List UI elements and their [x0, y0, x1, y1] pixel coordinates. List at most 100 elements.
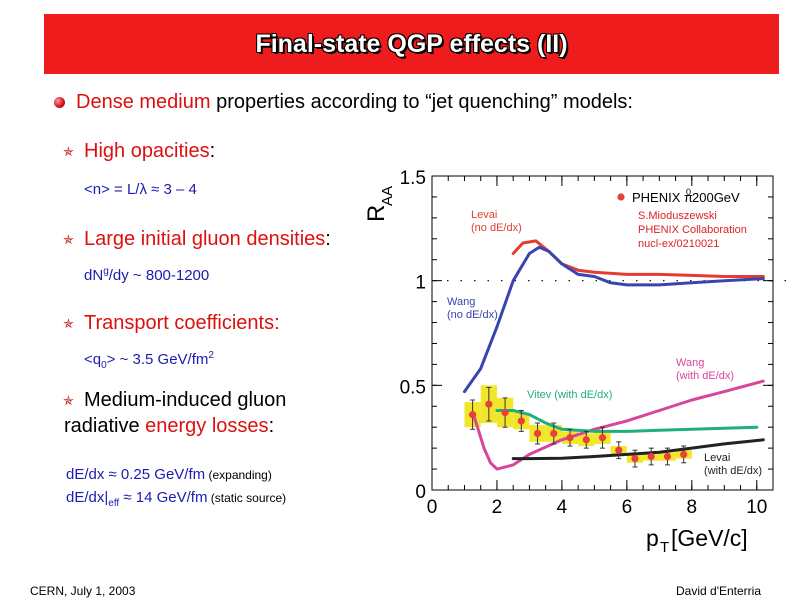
formula-dedx-expanding: dE/dx ≈ 0.25 GeV/fm (expanding) [66, 466, 272, 483]
x-tick-label: 8 [687, 497, 698, 518]
formula-dedx1: dE/dx ≈ 0.25 GeV/fm [66, 466, 206, 483]
x-axis-label: p [646, 525, 659, 551]
legend-label-sup: 0 [686, 187, 691, 197]
bullet-energy-loss-suffix: : [268, 415, 275, 437]
formula-q-sup: 2 [208, 350, 214, 361]
bullet-transport: Transport coefficients: [84, 312, 280, 335]
legend-marker [617, 193, 625, 201]
curve-label-levai_dedx: (with dE/dx) [704, 465, 762, 477]
footer-left: CERN, July 1, 2003 [30, 584, 136, 598]
formula-dndy-pre: dN [84, 267, 104, 284]
bullet-gluon-density-label: Large initial gluon densities [84, 228, 326, 250]
formula-dndy-post: /dy ~ 800-1200 [108, 267, 210, 284]
curve-vitev_dedx [495, 409, 759, 433]
formula-opacity: <n> = L/λ ≈ 3 – 4 [84, 181, 197, 198]
data-point [533, 429, 542, 438]
slide-title: Final-state QGP effects (II) [255, 29, 568, 58]
legend-credit: S.Mioduszewski [638, 210, 717, 222]
formula-q-pre: <q [84, 351, 102, 368]
x-tick-label: 0 [427, 497, 438, 518]
data-point [550, 429, 558, 438]
data-points [468, 386, 688, 468]
star-bullet-icon: ✯ [63, 144, 74, 159]
curve-levai_dedx [511, 438, 765, 461]
y-tick-label: 1.5 [400, 168, 426, 189]
title-bar: Final-state QGP effects (II) [44, 14, 779, 74]
data-point [663, 452, 672, 461]
bullet-opacity-suffix: : [209, 140, 216, 162]
formula-dedx2-note: (static source) [207, 491, 287, 505]
formula-dedx1-note: (expanding) [205, 468, 272, 482]
data-point [647, 452, 655, 461]
y-tick-label: 0 [415, 482, 426, 503]
x-tick-label: 4 [557, 497, 568, 518]
footer-right: David d'Enterria [676, 584, 761, 598]
curve-wang_dedx [472, 379, 765, 471]
data-point [598, 434, 607, 442]
star-bullet-icon: ✯ [63, 232, 74, 247]
bullet-energy-loss-text: Medium-induced gluon [84, 389, 287, 411]
x-tick-label: 6 [622, 497, 633, 518]
data-point [582, 436, 590, 444]
formula-dedx2-sub: eff [108, 498, 120, 509]
bullet-energy-loss-highlight: energy losses [145, 415, 269, 437]
x-axis-label-unit: [GeV/c] [671, 525, 748, 551]
intro-highlight: Dense medium [76, 91, 211, 113]
legend-label-post: 200GeV [692, 190, 740, 205]
data-point [501, 408, 509, 417]
star-bullet-icon: ✯ [63, 393, 74, 408]
intro-line: Dense medium properties according to “je… [76, 91, 633, 114]
legend-label: PHENIX π [632, 190, 693, 205]
curve-label-wang_dedx: (with dE/dx) [676, 370, 734, 382]
formula-q0: <q0> ~ 3.5 GeV/fm2 [84, 350, 214, 371]
bullet-opacity: High opacities: [84, 140, 215, 163]
formula-q-post: > ~ 3.5 GeV/fm [106, 351, 209, 368]
curve-label-levai_dedx: Levai [704, 452, 730, 464]
formula-dndy: dNg/dy ~ 800-1200 [84, 266, 209, 284]
x-tick-label: 10 [746, 497, 767, 518]
curve-label-wang_nodedx: (no dE/dx) [447, 309, 498, 321]
formula-dndy-sup: g [103, 266, 109, 277]
curve-label-levai_nodedx: (no dE/dx) [471, 222, 522, 234]
curve-label-wang_nodedx: Wang [447, 296, 475, 308]
bullet-transport-label: Transport coefficients: [84, 312, 280, 334]
data-point [615, 446, 623, 454]
formula-opacity-lambda: λ [139, 181, 147, 198]
formula-opacity-pre: <n> = L/ [84, 181, 140, 198]
intro-text: properties according to “jet quenching” … [210, 91, 633, 113]
curve-levai_nodedx [511, 239, 765, 278]
formula-dedx2-post: ≈ 14 GeV/fm [119, 489, 208, 506]
bullet-opacity-label: High opacities [84, 140, 210, 162]
x-tick-label: 2 [492, 497, 503, 518]
formula-opacity-post: ≈ 3 – 4 [146, 181, 197, 198]
y-axis-label: R [363, 205, 390, 222]
bullet-gluon-density-suffix: : [325, 228, 331, 250]
plot-frame [431, 175, 774, 491]
data-point [485, 400, 493, 408]
data-point [631, 455, 639, 463]
data-point [468, 411, 477, 419]
formula-q-sub: 0 [101, 360, 107, 371]
chart-axes [431, 175, 796, 491]
data-point [566, 434, 574, 442]
curve-label-wang_dedx: Wang [676, 357, 704, 369]
y-tick-label: 1 [415, 273, 426, 294]
formula-dedx2-pre: dE/dx| [66, 489, 109, 506]
x-axis-label-sub: T [660, 539, 669, 556]
legend-credit: PHENIX Collaboration [638, 224, 747, 236]
curve-label-levai_nodedx: Levai [471, 209, 497, 221]
bullet-energy-loss-line1: Medium-induced gluon [84, 389, 286, 412]
data-point [517, 417, 525, 425]
curve-label-vitev_dedx: Vitev (with dE/dx) [527, 389, 612, 401]
bullet-energy-loss-prefix: radiative [64, 415, 146, 437]
model-curves [463, 239, 765, 471]
star-bullet-icon: ✯ [63, 316, 74, 331]
y-axis-label-sub: AA [379, 186, 396, 206]
formula-dedx-static: dE/dx|eff ≈ 14 GeV/fm (static source) [66, 489, 286, 509]
curve-wang_nodedx [463, 245, 765, 394]
data-point [680, 450, 688, 459]
bullet-energy-loss-line2: radiative energy losses: [64, 415, 274, 438]
legend-credit: nucl-ex/0210021 [638, 238, 719, 250]
